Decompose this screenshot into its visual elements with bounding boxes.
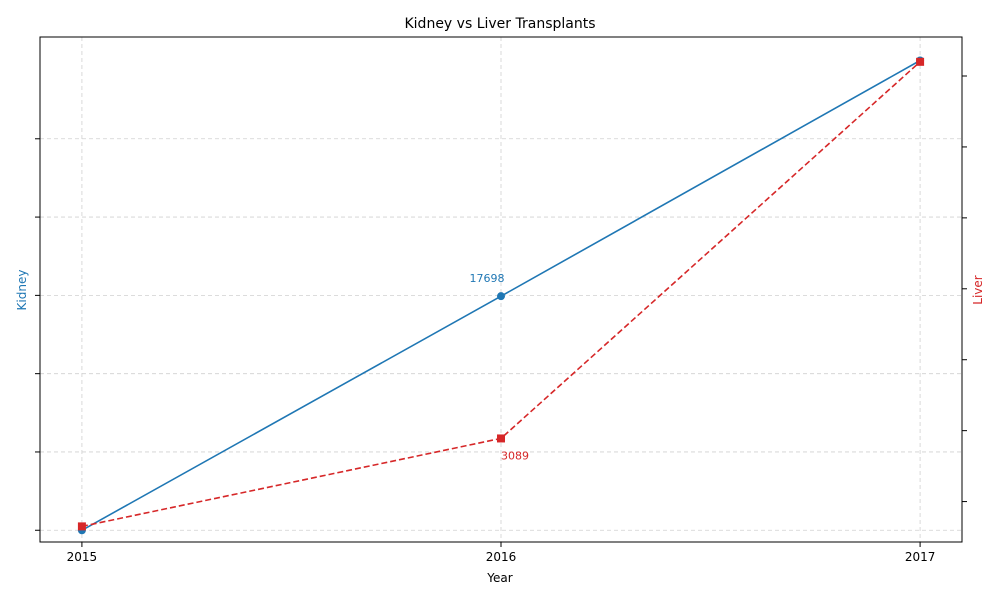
liver-point [77, 522, 86, 531]
axes: 2015 2016 2017 [35, 36, 967, 564]
kidney-point [497, 292, 505, 301]
liver-data-label: 3089 [501, 449, 529, 462]
liver-point [497, 434, 505, 443]
liver-point [916, 57, 925, 66]
grid [40, 37, 962, 542]
x-tick-label: 2015 [67, 550, 98, 564]
series-layer: 17698 3089 [77, 56, 925, 535]
x-tick-label: 2017 [905, 550, 936, 564]
kidney-data-label: 17698 [470, 272, 505, 285]
right-axis-label: Liver [971, 275, 985, 305]
x-tick-label: 2016 [486, 550, 517, 564]
chart-title: Kidney vs Liver Transplants [404, 16, 595, 32]
x-axis-label: Year [486, 571, 512, 585]
left-axis-label: Kidney [15, 270, 29, 311]
